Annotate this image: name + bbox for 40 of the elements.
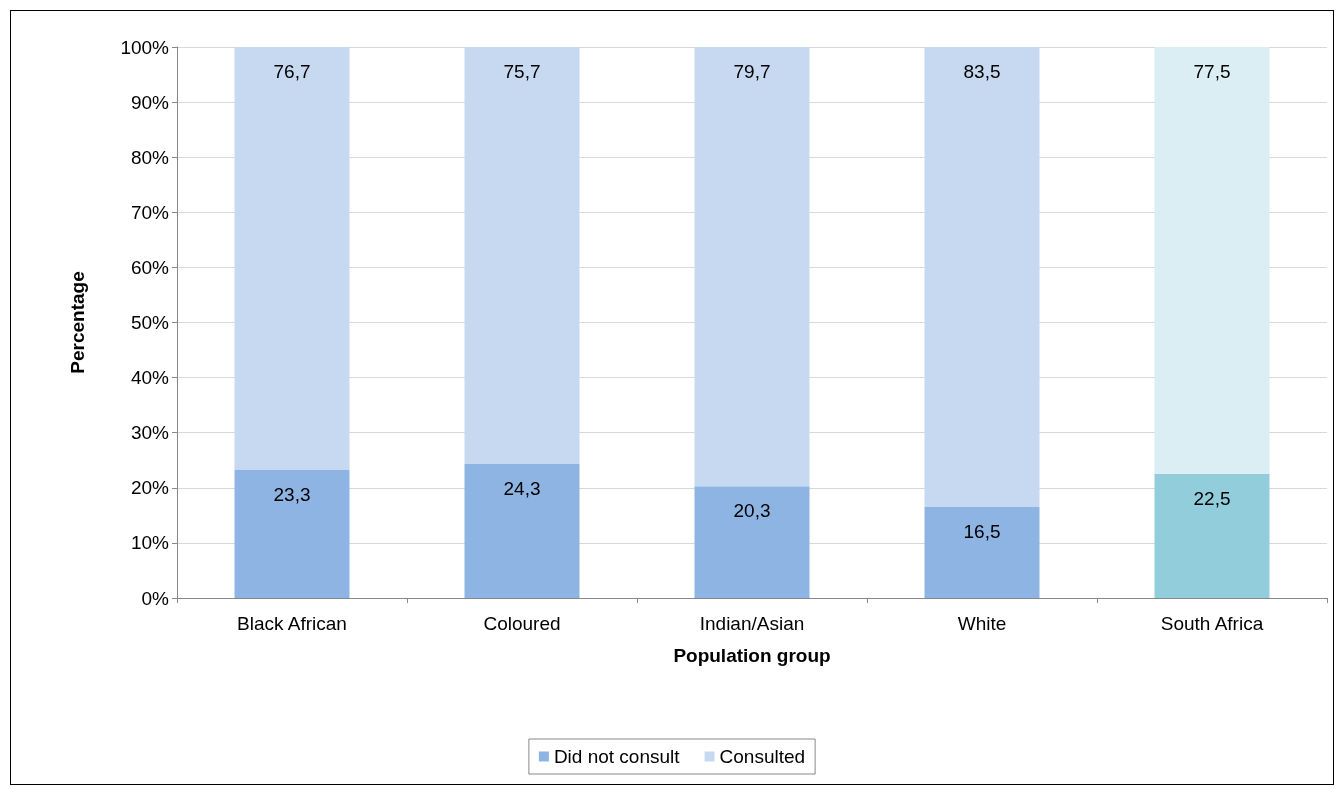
- y-tick-label: 90%: [130, 91, 170, 113]
- bar: [234, 47, 350, 470]
- y-tick-label: 70%: [130, 201, 170, 223]
- data-label: 75,7: [503, 61, 541, 82]
- legend-label: Consulted: [719, 746, 806, 767]
- bar: [924, 507, 1040, 598]
- bar: [694, 47, 810, 487]
- data-label: 23,3: [273, 483, 311, 505]
- y-tick-label: 40%: [130, 367, 170, 389]
- data-label: 20,3: [733, 500, 771, 522]
- x-tick-label: White: [957, 613, 1007, 634]
- y-tick-label: 80%: [130, 146, 170, 168]
- y-axis-title: Percentage: [67, 271, 88, 374]
- bar: [1154, 47, 1270, 475]
- x-axis-title: Population group: [673, 645, 831, 666]
- bar: [234, 469, 350, 598]
- bar: [694, 486, 810, 598]
- bar: [464, 464, 580, 598]
- data-label: 79,7: [733, 61, 771, 82]
- bar: [1154, 474, 1270, 598]
- x-tick-label: Indian/Asian: [699, 613, 805, 634]
- data-label: 83,5: [963, 61, 1001, 82]
- y-tick-label: 60%: [130, 256, 170, 278]
- y-tick-label: 30%: [130, 422, 170, 444]
- bar: [464, 47, 580, 465]
- y-tick-label: 50%: [130, 312, 170, 333]
- y-tick-label: 100%: [120, 36, 170, 58]
- x-tick-label: South Africa: [1160, 613, 1264, 634]
- data-label: 77,5: [1193, 61, 1231, 82]
- y-tick-label: 10%: [130, 532, 170, 554]
- bar: [924, 47, 1040, 508]
- data-label: 24,3: [503, 478, 541, 500]
- data-label: 22,5: [1193, 488, 1231, 510]
- data-label: 16,5: [963, 521, 1001, 543]
- x-tick-label: Black African: [237, 613, 347, 634]
- legend-label: Did not consult: [553, 746, 681, 767]
- x-tick-label: Coloured: [483, 613, 561, 634]
- y-tick-label: 20%: [130, 477, 170, 499]
- y-tick-label: 0%: [141, 587, 170, 609]
- data-label: 76,7: [273, 61, 311, 82]
